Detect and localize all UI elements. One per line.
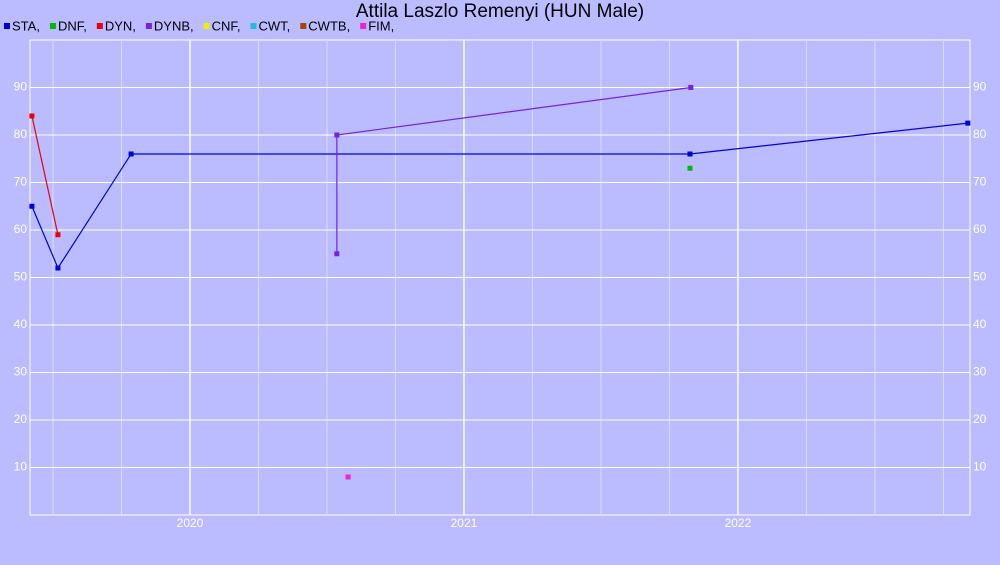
data-point <box>965 120 971 126</box>
legend-label: FIM, <box>368 18 394 33</box>
y2-tick-label: 20 <box>973 412 987 426</box>
legend-label: DYNB, <box>154 18 194 33</box>
y2-tick-label: 60 <box>973 222 987 236</box>
legend-swatch <box>360 23 367 29</box>
legend-swatch <box>4 23 10 29</box>
data-point <box>688 85 694 90</box>
y2-tick-label: 10 <box>973 460 987 474</box>
x-tick-label: 2022 <box>725 516 752 530</box>
series-line <box>336 86 691 254</box>
legend-swatch <box>203 23 210 29</box>
data-point <box>334 132 340 138</box>
x-tick-label: 2020 <box>177 516 204 530</box>
data-point <box>29 113 35 119</box>
legend-swatch <box>250 23 257 29</box>
data-point <box>128 151 134 157</box>
y2-tick-label: 70 <box>973 175 987 189</box>
legend-label: CWT, <box>259 18 291 33</box>
y-tick-label: 10 <box>14 460 28 474</box>
legend-label: STA, <box>12 18 40 33</box>
legend-label: CNF, <box>212 18 241 33</box>
data-point <box>687 165 693 171</box>
y-tick-label: 90 <box>14 80 28 94</box>
y-tick-label: 70 <box>14 175 28 189</box>
y-tick-label: 50 <box>14 270 28 284</box>
y2-tick-label: 30 <box>973 365 987 379</box>
legend-label: DNF, <box>58 18 87 33</box>
legend-swatch <box>300 23 307 29</box>
legend-label: CWTB, <box>308 18 350 33</box>
y-tick-label: 40 <box>14 317 28 331</box>
legend-label: DYN, <box>105 18 136 33</box>
legend-swatch <box>49 23 56 29</box>
y2-tick-label: 40 <box>973 317 987 331</box>
data-point <box>29 203 35 209</box>
x-tick-label: 2021 <box>451 516 478 530</box>
series-line <box>31 122 968 270</box>
y2-tick-label: 90 <box>973 80 987 94</box>
data-point <box>345 474 351 480</box>
data-point <box>687 151 693 157</box>
data-point <box>55 232 61 238</box>
legend-swatch <box>96 23 103 29</box>
y-tick-label: 30 <box>14 365 28 379</box>
y-tick-label: 60 <box>14 222 28 236</box>
y-tick-label: 20 <box>14 412 28 426</box>
chart-title: Attila Laszlo Remenyi (HUN Male) <box>356 1 644 22</box>
series-line <box>31 115 59 235</box>
y2-tick-label: 50 <box>973 270 987 284</box>
y2-tick-label: 80 <box>973 127 987 141</box>
y-tick-label: 80 <box>14 127 28 141</box>
legend-swatch <box>145 23 152 29</box>
data-point <box>55 265 61 271</box>
data-point <box>334 251 340 257</box>
